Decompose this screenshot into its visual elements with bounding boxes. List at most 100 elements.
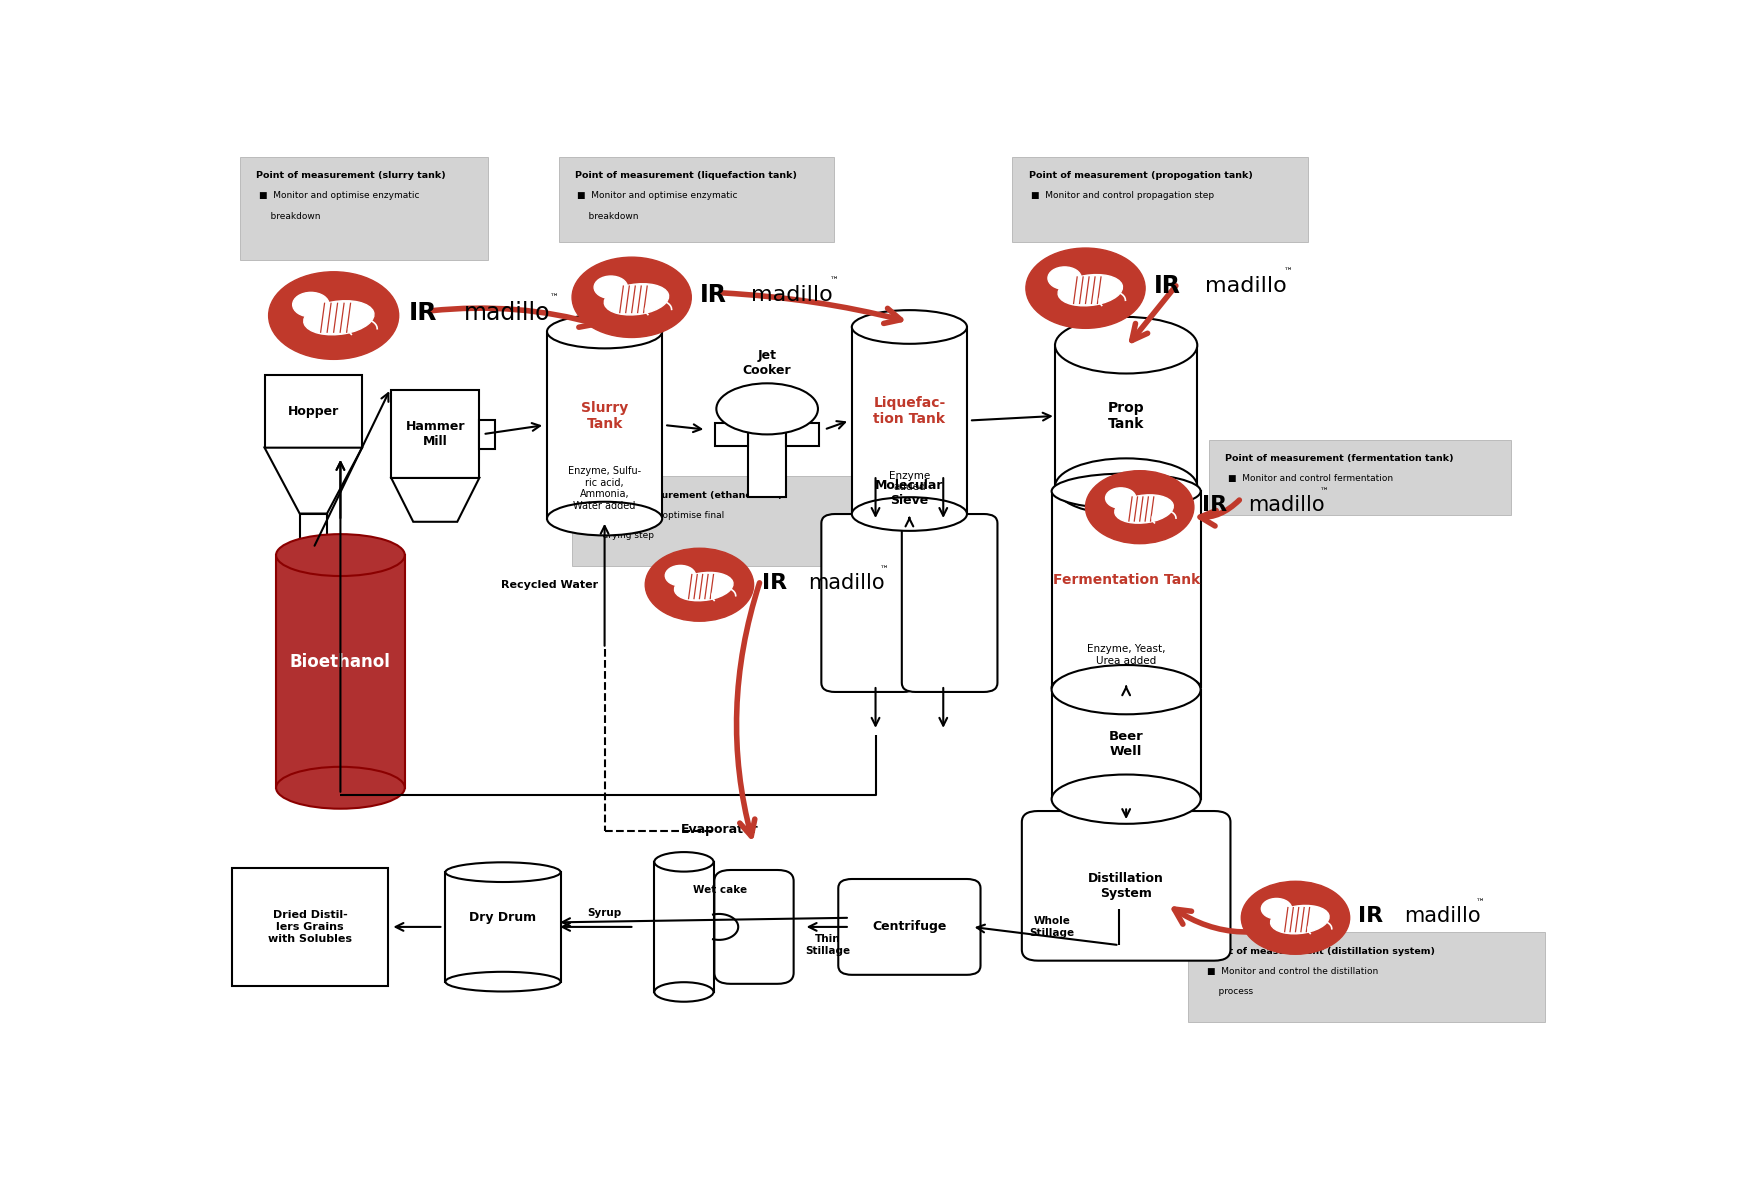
Text: breakdown: breakdown: [259, 212, 320, 220]
Text: Hammer
Mill: Hammer Mill: [406, 421, 465, 448]
Text: ■  Monitor and optimise final: ■ Monitor and optimise final: [591, 511, 724, 520]
FancyBboxPatch shape: [559, 156, 834, 242]
Text: ■  Monitor and control propagation step: ■ Monitor and control propagation step: [1031, 192, 1215, 200]
FancyBboxPatch shape: [902, 514, 998, 692]
Text: Hopper: Hopper: [288, 405, 339, 418]
Text: Jet
Cooker: Jet Cooker: [743, 348, 792, 377]
Text: ™: ™: [830, 276, 839, 284]
Ellipse shape: [547, 315, 662, 348]
Bar: [446, 872, 561, 981]
Text: madillo: madillo: [808, 572, 884, 592]
Text: ™: ™: [1320, 487, 1328, 497]
Text: Point of measurement (fermentation tank): Point of measurement (fermentation tank): [1225, 454, 1454, 463]
Text: ■  Monitor and control the distillation: ■ Monitor and control the distillation: [1208, 967, 1379, 976]
Ellipse shape: [304, 301, 374, 335]
Text: ™: ™: [1475, 898, 1484, 907]
Text: Centrifuge: Centrifuge: [872, 921, 947, 934]
Text: Enzyme
added: Enzyme added: [888, 470, 930, 492]
Ellipse shape: [717, 383, 818, 435]
Ellipse shape: [276, 767, 406, 808]
Circle shape: [1049, 267, 1082, 289]
Bar: [276, 555, 406, 788]
Text: Point of measurement (propogation tank): Point of measurement (propogation tank): [1028, 172, 1253, 180]
Ellipse shape: [1052, 665, 1201, 715]
Text: Syrup: Syrup: [587, 908, 622, 917]
Bar: [1056, 345, 1197, 487]
Text: IR: IR: [701, 283, 727, 307]
Text: ™: ™: [549, 293, 559, 302]
Text: IR: IR: [1203, 495, 1227, 515]
Text: madillo: madillo: [1404, 907, 1481, 925]
Circle shape: [1086, 470, 1194, 544]
Circle shape: [594, 276, 628, 299]
Text: Fermentation Tank: Fermentation Tank: [1052, 574, 1199, 588]
Bar: [232, 867, 388, 986]
Text: process: process: [1208, 987, 1253, 997]
Ellipse shape: [605, 283, 669, 315]
Text: Dry Drum: Dry Drum: [470, 911, 537, 924]
Text: IR: IR: [1358, 907, 1383, 925]
Text: madillo: madillo: [463, 301, 551, 326]
Text: Evaporator: Evaporator: [682, 822, 759, 835]
Text: Point of measurement (distillation system): Point of measurement (distillation syste…: [1204, 947, 1435, 956]
Text: ■  Monitor and optimise enzymatic: ■ Monitor and optimise enzymatic: [577, 192, 738, 200]
Text: Beer
Well: Beer Well: [1108, 730, 1143, 758]
FancyBboxPatch shape: [1012, 156, 1308, 242]
Ellipse shape: [446, 863, 561, 882]
Text: drying step: drying step: [591, 531, 654, 540]
Bar: [851, 327, 967, 514]
Ellipse shape: [1056, 459, 1197, 515]
Ellipse shape: [851, 310, 967, 344]
Text: Bioethanol: Bioethanol: [290, 653, 392, 671]
Ellipse shape: [654, 982, 713, 1001]
Polygon shape: [264, 448, 362, 513]
Ellipse shape: [276, 534, 406, 576]
Circle shape: [572, 257, 690, 338]
Circle shape: [1026, 248, 1145, 328]
Circle shape: [1241, 882, 1349, 954]
Text: IR: IR: [762, 572, 787, 592]
Text: ™: ™: [1283, 267, 1292, 276]
Text: Point of measurement (liquefaction tank): Point of measurement (liquefaction tank): [575, 172, 797, 180]
Text: Wet cake: Wet cake: [692, 885, 746, 895]
Bar: [547, 332, 662, 519]
Ellipse shape: [851, 498, 967, 531]
Text: Slurry
Tank: Slurry Tank: [580, 401, 628, 431]
Circle shape: [269, 271, 399, 359]
Bar: [299, 513, 327, 549]
Bar: [264, 374, 362, 448]
Text: Prop
Tank: Prop Tank: [1108, 401, 1145, 431]
Bar: [1052, 492, 1201, 687]
Bar: [1052, 690, 1201, 799]
Text: breakdown: breakdown: [577, 212, 640, 220]
Circle shape: [645, 549, 753, 621]
FancyBboxPatch shape: [1210, 440, 1510, 515]
Text: ™: ™: [879, 565, 888, 574]
Ellipse shape: [654, 852, 713, 872]
Circle shape: [1262, 898, 1292, 918]
Circle shape: [292, 293, 329, 316]
Ellipse shape: [1052, 775, 1201, 824]
Ellipse shape: [1052, 670, 1201, 705]
Ellipse shape: [1056, 316, 1197, 373]
Bar: [787, 423, 820, 446]
FancyBboxPatch shape: [1023, 811, 1231, 961]
Text: Recycled Water: Recycled Water: [500, 579, 598, 590]
Text: madillo: madillo: [1204, 276, 1287, 296]
Polygon shape: [392, 478, 479, 521]
Text: ■  Monitor and control fermentation: ■ Monitor and control fermentation: [1227, 474, 1393, 483]
FancyBboxPatch shape: [1189, 933, 1545, 1021]
Text: Point of measurement (slurry tank): Point of measurement (slurry tank): [257, 172, 446, 180]
Text: Molecular
Sieve: Molecular Sieve: [876, 479, 944, 507]
FancyBboxPatch shape: [572, 476, 874, 565]
Bar: [748, 409, 787, 497]
Text: Distillation
System: Distillation System: [1089, 872, 1164, 899]
Text: Enzyme, Yeast,
Urea added: Enzyme, Yeast, Urea added: [1087, 645, 1166, 666]
FancyBboxPatch shape: [839, 879, 981, 975]
FancyBboxPatch shape: [239, 156, 488, 260]
Ellipse shape: [1058, 275, 1122, 306]
Text: Thin
Stillage: Thin Stillage: [806, 934, 851, 956]
Ellipse shape: [1115, 495, 1173, 524]
Bar: [654, 861, 713, 992]
Text: Point of measurement (ethanol line): Point of measurement (ethanol line): [589, 491, 783, 500]
